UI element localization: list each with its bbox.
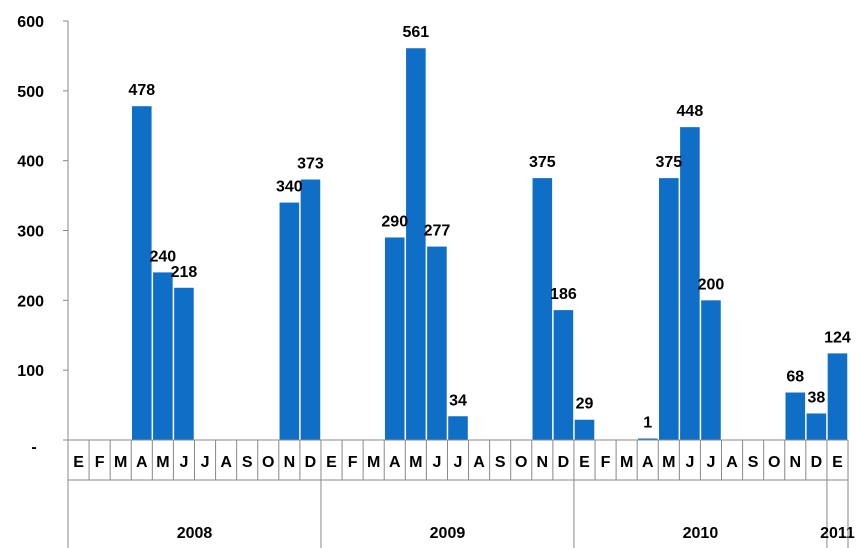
x-category-label: A	[642, 454, 654, 471]
bar	[131, 106, 152, 441]
y-tick-label: 600	[17, 14, 44, 31]
data-label: 68	[786, 369, 804, 386]
y-tick-label: 500	[17, 84, 44, 101]
x-category-label: A	[473, 454, 485, 471]
data-label: 29	[576, 396, 594, 413]
x-category-label: N	[537, 454, 549, 471]
data-label: 34	[449, 392, 467, 409]
x-category-label: F	[601, 454, 611, 471]
x-category-label: M	[156, 454, 169, 471]
x-category-label: A	[136, 454, 148, 471]
data-label: 290	[381, 213, 408, 230]
bar	[827, 353, 848, 440]
bar	[806, 413, 827, 440]
bar	[637, 438, 658, 440]
x-category-label: D	[305, 454, 317, 471]
x-category-label: M	[114, 454, 127, 471]
x-category-label: S	[242, 454, 253, 471]
data-label: 200	[698, 276, 725, 293]
x-category-label: O	[768, 454, 780, 471]
data-label: 38	[807, 389, 825, 406]
x-category-label: J	[707, 454, 716, 471]
x-category-label: D	[558, 454, 570, 471]
x-year-label: 2008	[177, 525, 213, 542]
data-label: 375	[529, 154, 556, 171]
bars	[131, 48, 848, 441]
x-category-label: E	[579, 454, 590, 471]
x-category-label: J	[201, 454, 210, 471]
y-tick-label: 300	[17, 224, 44, 241]
data-label: 186	[550, 286, 577, 303]
data-label: 218	[171, 264, 198, 281]
x-category-label: S	[748, 454, 759, 471]
bar	[153, 272, 173, 440]
x-year-label: 2010	[683, 525, 719, 542]
x-category-label: J	[685, 454, 694, 471]
bar	[701, 300, 721, 440]
data-label: 277	[424, 223, 451, 240]
x-category-label: E	[73, 454, 84, 471]
y-axis: - 100 200 300 400 500 600	[17, 14, 69, 456]
x-category-label: N	[284, 454, 296, 471]
data-label: 340	[276, 179, 303, 196]
bar	[680, 127, 700, 440]
x-category-label: E	[832, 454, 843, 471]
x-category-label: A	[726, 454, 738, 471]
bar	[448, 416, 468, 440]
x-category-label: E	[326, 454, 337, 471]
x-axis: E F M A M J J A S O N D E F M A M J J A S O N D E F M A M J J A S O N D E200…	[67, 439, 855, 548]
x-category-label: J	[179, 454, 188, 471]
bar	[659, 178, 679, 440]
x-category-label: M	[662, 454, 675, 471]
y-tick-label: -	[31, 439, 36, 456]
bar	[427, 246, 447, 440]
y-tick-label: 200	[17, 293, 44, 310]
y-tick-label: 100	[17, 363, 44, 380]
bar	[384, 237, 405, 440]
x-category-label: O	[515, 454, 527, 471]
bar	[406, 48, 426, 441]
x-category-label: M	[620, 454, 633, 471]
x-category-label: M	[367, 454, 380, 471]
data-label: 375	[655, 154, 682, 171]
y-tick-label: 400	[17, 154, 44, 171]
data-label: 240	[150, 248, 177, 265]
bar	[785, 392, 806, 440]
data-label: 373	[297, 156, 324, 173]
x-category-label: N	[790, 454, 802, 471]
x-category-label: O	[262, 454, 274, 471]
x-year-label: 2009	[430, 525, 466, 542]
x-category-label: S	[495, 454, 506, 471]
x-category-label: J	[454, 454, 463, 471]
x-category-label: F	[95, 454, 105, 471]
x-category-label: J	[432, 454, 441, 471]
x-category-label: A	[220, 454, 232, 471]
x-category-label: M	[409, 454, 422, 471]
bar	[574, 419, 595, 440]
data-label: 561	[402, 24, 429, 41]
x-category-label: A	[389, 454, 401, 471]
bar	[279, 202, 300, 440]
bar	[553, 310, 574, 440]
x-category-label: F	[348, 454, 358, 471]
bar	[174, 287, 194, 440]
data-label: 1	[643, 415, 652, 432]
data-label: 124	[824, 329, 851, 346]
bar	[300, 179, 321, 440]
data-label: 448	[677, 103, 704, 120]
data-label: 478	[128, 82, 155, 99]
bar	[532, 178, 553, 440]
x-year-label: 2011	[820, 525, 855, 542]
x-category-label: D	[811, 454, 823, 471]
